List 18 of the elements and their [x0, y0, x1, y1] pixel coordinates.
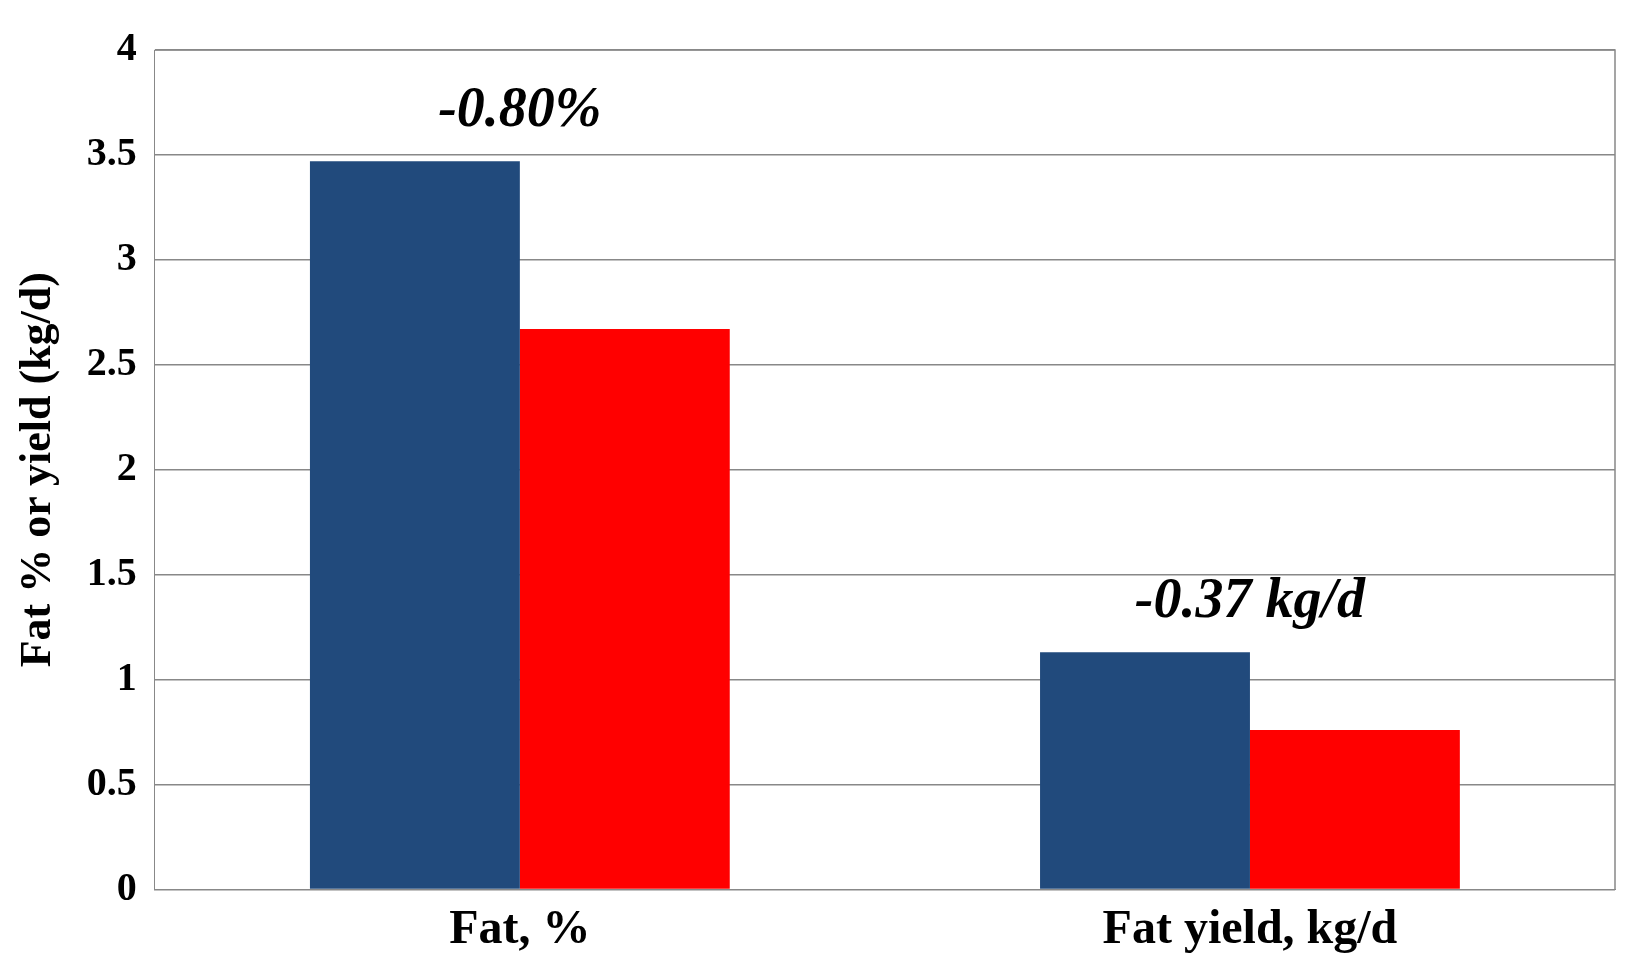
x-tick-label: Fat, %: [449, 899, 591, 953]
y-tick-label: 2.5: [86, 339, 137, 385]
y-tick-label: 2: [116, 444, 137, 490]
y-tick-label: 3.5: [86, 129, 137, 175]
y-axis-title: Fat % or yield (kg/d): [10, 272, 60, 668]
y-tick-label: 0.5: [86, 758, 137, 804]
y-tick-label: 3: [116, 234, 137, 280]
bar: [519, 329, 730, 889]
y-tick-label: 4: [116, 24, 137, 70]
bar: [309, 161, 520, 889]
x-tick-label: Fat yield, kg/d: [1102, 899, 1398, 953]
y-tick-label: 1.5: [86, 548, 137, 594]
bar: [1249, 729, 1460, 889]
annotation: -0.80%: [438, 75, 602, 138]
annotation: -0.37 kg/d: [1134, 566, 1367, 629]
bar: [1040, 652, 1250, 889]
y-tick-label: 1: [116, 653, 137, 699]
y-tick-label: 0: [116, 863, 137, 909]
